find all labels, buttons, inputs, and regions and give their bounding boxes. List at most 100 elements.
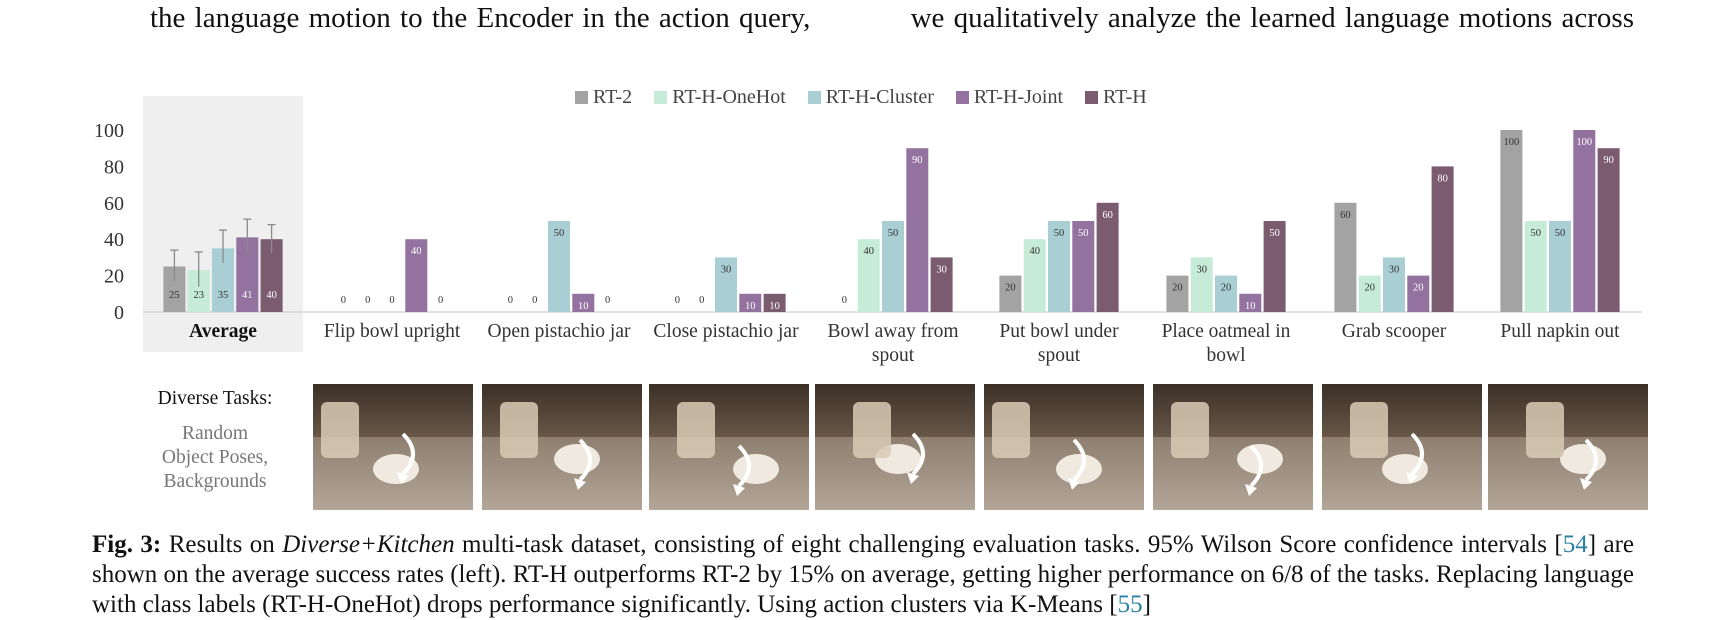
category-label: Flip bowl upright	[323, 321, 461, 342]
jar-object	[1171, 402, 1209, 458]
legend-swatch	[654, 91, 668, 104]
data-label: 20	[1005, 283, 1016, 294]
data-label: 40	[863, 246, 874, 257]
bar	[212, 248, 234, 312]
data-label: 100	[1576, 137, 1592, 148]
task-photo	[649, 384, 809, 510]
data-label: 60	[1102, 210, 1113, 221]
data-label: 35	[218, 290, 229, 301]
preceding-body-text: the language motion to the Encoder in th…	[150, 2, 1634, 35]
category-label: Open pistachio jar	[487, 321, 631, 342]
legend-item-rt2: RT-2	[575, 86, 632, 109]
data-label: 50	[888, 228, 899, 239]
data-label: 25	[169, 290, 180, 301]
task-photo	[313, 384, 473, 510]
bar	[1072, 221, 1095, 312]
bar	[882, 221, 904, 312]
legend-item-rth-joint: RT-H-Joint	[955, 86, 1063, 109]
data-label: 90	[1603, 155, 1614, 166]
data-label: 30	[936, 264, 947, 275]
data-label: 50	[1555, 228, 1566, 239]
data-label: 0	[699, 295, 704, 306]
category-label: Put bowl under spout	[999, 321, 1119, 366]
bar	[1431, 166, 1454, 312]
chart-legend: RT-2 RT-H-OneHot RT-H-Cluster RT-H-Joint…	[575, 86, 1147, 109]
category-label: Place oatmeal in bowl	[1161, 321, 1291, 366]
bar	[572, 293, 595, 312]
bar	[1500, 130, 1523, 312]
bar	[1597, 148, 1620, 312]
data-label: 23	[193, 290, 204, 301]
data-label: 40	[1029, 246, 1040, 257]
data-label: 0	[605, 295, 610, 306]
bar	[1334, 202, 1357, 312]
y-tick-label: 60	[104, 193, 124, 215]
bar	[999, 275, 1022, 312]
bar	[1096, 202, 1119, 312]
legend-item-rth-cluster: RT-H-Cluster	[807, 86, 934, 109]
citation-link[interactable]: 54	[1562, 531, 1588, 558]
legend-swatch	[1085, 91, 1099, 104]
arrow-icon	[733, 444, 751, 496]
legend-item-rth: RT-H	[1085, 86, 1147, 109]
bar	[1048, 221, 1070, 312]
data-label: 40	[411, 246, 422, 257]
jar-object	[1350, 402, 1388, 458]
bar	[405, 239, 428, 312]
figure-caption: Fig. 3: Results on Diverse+Kitchen multi…	[92, 530, 1634, 620]
data-label: 50	[1530, 228, 1541, 239]
task-photo	[815, 384, 975, 510]
y-tick-label: 40	[104, 229, 124, 251]
data-label: 50	[554, 228, 565, 239]
citation-link[interactable]: 55	[1117, 591, 1143, 618]
bar	[1023, 239, 1046, 312]
task-photo	[1322, 384, 1482, 510]
data-label: 0	[438, 295, 443, 306]
jar-object	[1526, 402, 1564, 458]
data-label: 80	[1437, 173, 1448, 184]
jar-object	[677, 402, 715, 458]
y-tick-label: 0	[114, 302, 124, 324]
task-photo	[1488, 384, 1648, 510]
data-label: 0	[842, 295, 847, 306]
bar	[1524, 221, 1547, 312]
jar-object	[992, 402, 1030, 458]
data-label: 10	[745, 301, 756, 312]
bar	[930, 257, 953, 312]
data-label: 10	[578, 301, 589, 312]
bar	[1215, 275, 1237, 312]
data-label: 41	[242, 290, 253, 301]
bar	[739, 293, 762, 312]
data-label: 0	[508, 295, 513, 306]
y-tick-label: 100	[94, 120, 124, 142]
data-label: 0	[675, 295, 680, 306]
data-label: 50	[1054, 228, 1065, 239]
data-label: 20	[1413, 283, 1424, 294]
data-label: 10	[1245, 301, 1256, 312]
data-label: 30	[721, 264, 732, 275]
bar	[906, 148, 929, 312]
data-label: 60	[1340, 210, 1351, 221]
y-tick-label: 80	[104, 156, 124, 178]
data-label: 40	[266, 290, 277, 301]
caption-text: Results on	[161, 531, 283, 558]
legend-label: RT-2	[593, 86, 633, 108]
bowl-object	[554, 444, 600, 474]
category-label: Pull napkin out	[1500, 321, 1620, 342]
category-label: Average	[189, 321, 257, 342]
bar	[187, 270, 210, 312]
caption-fig-label: Fig. 3:	[92, 531, 162, 558]
data-label: 0	[341, 295, 346, 306]
category-label: Grab scooper	[1341, 321, 1447, 342]
task-photo	[482, 384, 642, 510]
bar	[857, 239, 880, 312]
body-text-right: we qualitatively analyze the learned lan…	[910, 2, 1634, 34]
bar	[1407, 275, 1430, 312]
table-surface	[649, 436, 809, 510]
body-text-left: the language motion to the Encoder in th…	[150, 2, 811, 34]
bar	[1239, 293, 1262, 312]
arrow-icon	[574, 438, 592, 490]
bar	[236, 237, 259, 312]
task-photo	[984, 384, 1144, 510]
